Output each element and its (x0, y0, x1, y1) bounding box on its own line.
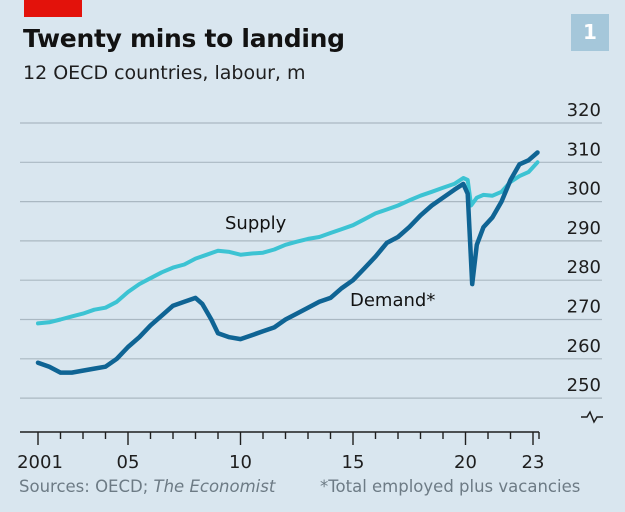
chart-title: Twenty mins to landing (23, 24, 345, 53)
chart-number-badge: 1 (571, 14, 609, 51)
y-tick-label-310: 310 (567, 139, 601, 160)
y-tick-label-300: 300 (567, 179, 601, 200)
sources-note: Sources: OECD; The Economist (19, 477, 275, 496)
series-label-supply: Supply (225, 213, 287, 234)
chart-subtitle: 12 OECD countries, labour, m (23, 62, 306, 84)
x-tick-label-20: 20 (454, 452, 477, 473)
sources-prefix: Sources: OECD; (19, 477, 154, 496)
axis-break-icon (581, 410, 603, 424)
y-tick-label-250: 250 (567, 375, 601, 396)
sources-publication: The Economist (153, 477, 276, 496)
y-tick-label-260: 260 (567, 336, 601, 357)
brand-red-bar (24, 0, 82, 17)
series-label-demand: Demand* (350, 290, 435, 311)
x-tick-label-23: 23 (522, 452, 545, 473)
x-tick-label-05: 05 (117, 452, 140, 473)
y-tick-label-290: 290 (567, 218, 601, 239)
x-tick-label-2001: 2001 (17, 452, 63, 473)
y-tick-label-280: 280 (567, 257, 601, 278)
y-tick-label-320: 320 (567, 100, 601, 121)
footnote: *Total employed plus vacancies (320, 477, 581, 496)
series-line-supply (36, 160, 540, 326)
x-tick-label-15: 15 (342, 452, 365, 473)
series-line-demand (35, 150, 540, 375)
y-tick-label-270: 270 (567, 297, 601, 318)
x-tick-label-10: 10 (229, 452, 252, 473)
